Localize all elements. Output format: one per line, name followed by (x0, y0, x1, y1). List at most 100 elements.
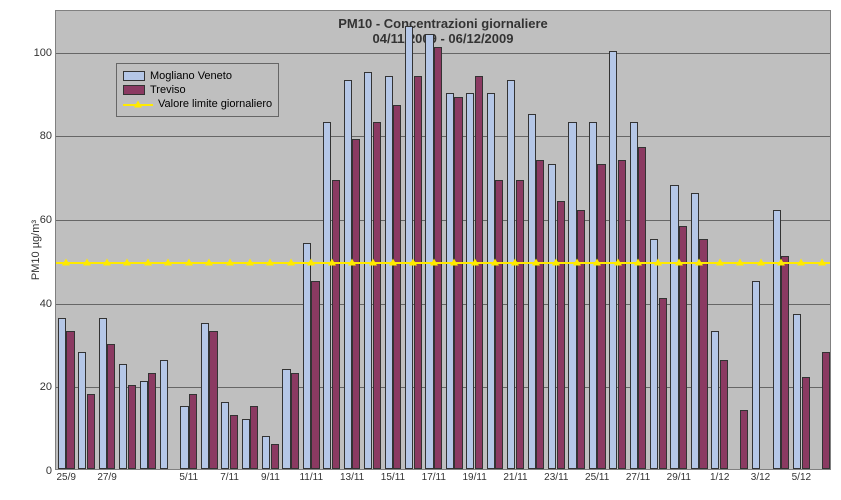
bar-treviso (209, 331, 217, 469)
bar-mogliano-veneto (385, 76, 393, 469)
limit-marker (144, 258, 152, 265)
limit-marker (511, 258, 519, 265)
limit-marker (328, 258, 336, 265)
limit-marker (797, 258, 805, 265)
bar-mogliano-veneto (323, 122, 331, 469)
y-tick-label: 100 (34, 47, 56, 59)
bar-treviso (311, 281, 319, 469)
bar-treviso (107, 344, 115, 469)
x-tick-label: 19/11 (462, 469, 486, 483)
x-tick-label: 27/11 (626, 469, 650, 483)
limit-marker (552, 258, 560, 265)
bar-mogliano-veneto (691, 193, 699, 469)
limit-marker (757, 258, 765, 265)
bar-mogliano-veneto (282, 369, 290, 469)
bar-mogliano-veneto (487, 93, 495, 469)
bar-treviso (822, 352, 830, 469)
bar-treviso (332, 180, 340, 469)
limit-marker (389, 258, 397, 265)
bar-mogliano-veneto (344, 80, 352, 469)
limit-marker (369, 258, 377, 265)
y-tick-label: 20 (40, 381, 56, 393)
limit-marker (185, 258, 193, 265)
bar-treviso (66, 331, 74, 469)
y-axis-label: PM10 µg/m³ (30, 220, 42, 280)
x-tick-label: 15/11 (381, 469, 405, 483)
limit-marker (164, 258, 172, 265)
bar-treviso (781, 256, 789, 469)
bar-treviso (699, 239, 707, 469)
bar-mogliano-veneto (752, 281, 760, 469)
bar-treviso (597, 164, 605, 469)
bar-treviso (128, 385, 136, 469)
y-tick-label: 0 (46, 465, 56, 477)
limit-marker (348, 258, 356, 265)
bar-mogliano-veneto (405, 26, 413, 469)
limit-marker (675, 258, 683, 265)
bar-treviso (352, 139, 360, 469)
plot-area: PM10 - Concentrazioni giornaliere 04/11/… (55, 10, 831, 470)
x-tick-label: 27/9 (97, 469, 116, 483)
y-tick-label: 80 (40, 130, 56, 142)
limit-marker (307, 258, 315, 265)
limit-marker (573, 258, 581, 265)
limit-marker (634, 258, 642, 265)
bar-mogliano-veneto (630, 122, 638, 469)
limit-marker (266, 258, 274, 265)
bar-treviso (720, 360, 728, 469)
bar-treviso (557, 201, 565, 469)
bar-mogliano-veneto (262, 436, 270, 469)
bar-mogliano-veneto (711, 331, 719, 469)
limit-marker (409, 258, 417, 265)
bar-mogliano-veneto (773, 210, 781, 469)
limit-marker (695, 258, 703, 265)
bar-treviso (516, 180, 524, 469)
bar-mogliano-veneto (793, 314, 801, 469)
limit-marker (287, 258, 295, 265)
bar-treviso (740, 410, 748, 469)
bar-treviso (577, 210, 585, 469)
bar-mogliano-veneto (650, 239, 658, 469)
x-tick-label: 29/11 (667, 469, 691, 483)
limit-marker (246, 258, 254, 265)
y-tick-label: 40 (40, 298, 56, 310)
x-tick-label: 5/11 (179, 469, 198, 483)
bar-treviso (638, 147, 646, 469)
bar-mogliano-veneto (99, 318, 107, 469)
x-tick-label: 13/11 (340, 469, 364, 483)
x-tick-label: 5/12 (792, 469, 811, 483)
x-tick-label: 11/11 (299, 469, 323, 483)
bar-mogliano-veneto (201, 323, 209, 469)
limit-marker (471, 258, 479, 265)
bar-treviso (475, 76, 483, 469)
bar-mogliano-veneto (303, 243, 311, 469)
x-tick-label: 3/12 (751, 469, 770, 483)
limit-marker (123, 258, 131, 265)
bar-mogliano-veneto (180, 406, 188, 469)
limit-marker (736, 258, 744, 265)
chart-container: PM10 µg/m³ PM10 - Concentrazioni giornal… (0, 0, 841, 500)
limit-marker (716, 258, 724, 265)
x-tick-label: 1/12 (710, 469, 729, 483)
bar-mogliano-veneto (242, 419, 250, 469)
bar-treviso (148, 373, 156, 469)
bar-mogliano-veneto (78, 352, 86, 469)
bar-treviso (250, 406, 258, 469)
bar-treviso (230, 415, 238, 469)
x-tick-label: 25/11 (585, 469, 609, 483)
limit-marker (818, 258, 826, 265)
limit-marker (430, 258, 438, 265)
limit-marker (777, 258, 785, 265)
bar-treviso (802, 377, 810, 469)
x-tick-label: 25/9 (56, 469, 75, 483)
bar-mogliano-veneto (160, 360, 168, 469)
y-tick-label: 60 (40, 214, 56, 226)
bar-treviso (659, 298, 667, 469)
bar-treviso (189, 394, 197, 469)
bar-mogliano-veneto (425, 34, 433, 469)
x-tick-label: 7/11 (220, 469, 239, 483)
bar-treviso (393, 105, 401, 469)
bar-mogliano-veneto (58, 318, 66, 469)
x-tick-label: 17/11 (422, 469, 446, 483)
bar-treviso (414, 76, 422, 469)
